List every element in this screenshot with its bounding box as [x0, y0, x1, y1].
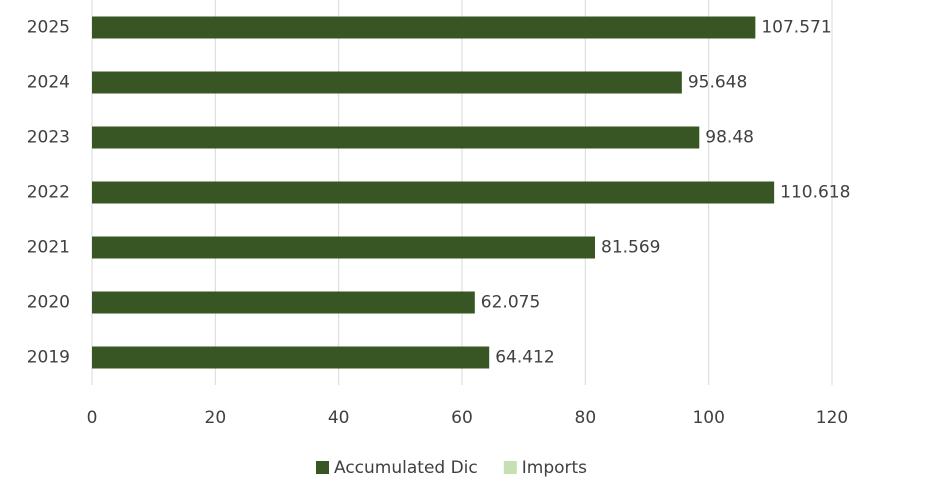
x-tick-label: 0	[87, 408, 98, 428]
y-tick-label: 2022	[27, 183, 70, 203]
bar	[92, 71, 682, 94]
bar	[92, 346, 490, 369]
x-tick-label: 40	[328, 408, 350, 428]
bar	[92, 16, 756, 39]
x-tick-label: 100	[692, 408, 724, 428]
data-label: 64.412	[495, 348, 554, 368]
legend-label: Imports	[522, 458, 587, 478]
x-tick-label: 120	[816, 408, 848, 428]
y-tick-label: 2025	[27, 18, 70, 38]
y-tick-label: 2019	[27, 348, 70, 368]
legend-swatch	[503, 461, 517, 474]
bar	[92, 126, 700, 149]
y-tick-label: 2024	[27, 73, 70, 93]
x-tick-label: 80	[575, 408, 597, 428]
y-tick-label: 2023	[27, 128, 70, 148]
legend-label: Accumulated Dic	[334, 458, 478, 478]
data-label: 62.075	[481, 293, 540, 313]
bar	[92, 291, 475, 314]
x-tick-label: 60	[451, 408, 473, 428]
y-tick-label: 2021	[27, 238, 70, 258]
bar	[92, 236, 596, 259]
y-tick-label: 2020	[27, 293, 70, 313]
bar	[92, 181, 775, 204]
data-label: 81.569	[601, 238, 660, 258]
data-label: 110.618	[780, 183, 850, 203]
data-label: 107.571	[761, 18, 831, 38]
data-label: 95.648	[688, 73, 747, 93]
legend-swatch	[316, 461, 329, 474]
data-label: 98.48	[705, 128, 754, 148]
x-tick-label: 20	[205, 408, 227, 428]
